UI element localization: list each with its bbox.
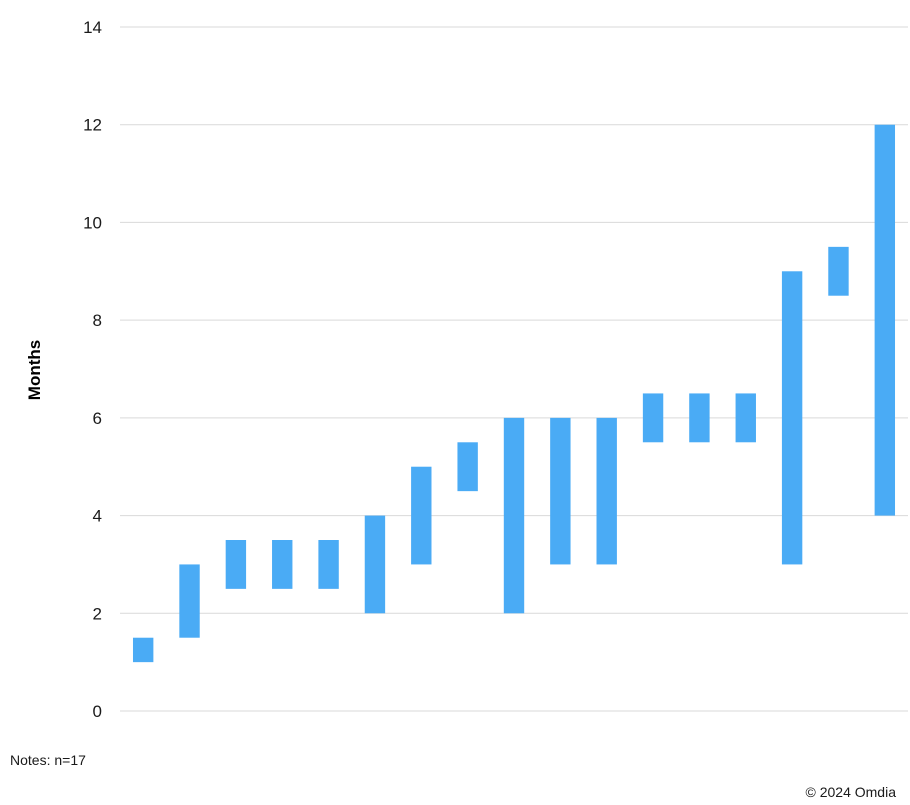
range-bar <box>642 393 664 443</box>
range-bar <box>689 393 710 443</box>
range-bar <box>735 393 756 443</box>
y-tick-label: 8 <box>93 311 102 330</box>
y-tick-label: 0 <box>93 702 102 721</box>
y-tick-label: 2 <box>93 604 102 623</box>
range-bar <box>179 564 200 638</box>
y-tick-label: 6 <box>93 409 102 428</box>
range-bar <box>781 271 803 565</box>
y-tick-label: 4 <box>93 507 102 526</box>
copyright-text: © 2024 Omdia <box>805 784 896 800</box>
range-bar <box>550 417 571 565</box>
range-bar <box>132 637 154 663</box>
y-tick-label: 10 <box>83 213 102 232</box>
range-bar <box>457 442 478 492</box>
range-bar <box>411 466 432 565</box>
y-tick-label: 12 <box>83 116 102 135</box>
range-bars <box>132 124 896 663</box>
range-bar <box>828 246 849 296</box>
range-bar <box>596 417 617 565</box>
y-axis-ticks: 0 2 4 6 8 10 12 14 <box>83 18 102 721</box>
range-bar <box>874 124 896 516</box>
range-bar <box>364 515 386 614</box>
y-tick-label: 14 <box>83 18 102 37</box>
range-bar <box>225 540 247 589</box>
range-bar <box>318 540 339 589</box>
range-bar <box>272 540 293 589</box>
range-bar <box>503 417 525 614</box>
y-axis-title: Months <box>25 340 44 400</box>
chart-notes: Notes: n=17 <box>10 752 86 768</box>
